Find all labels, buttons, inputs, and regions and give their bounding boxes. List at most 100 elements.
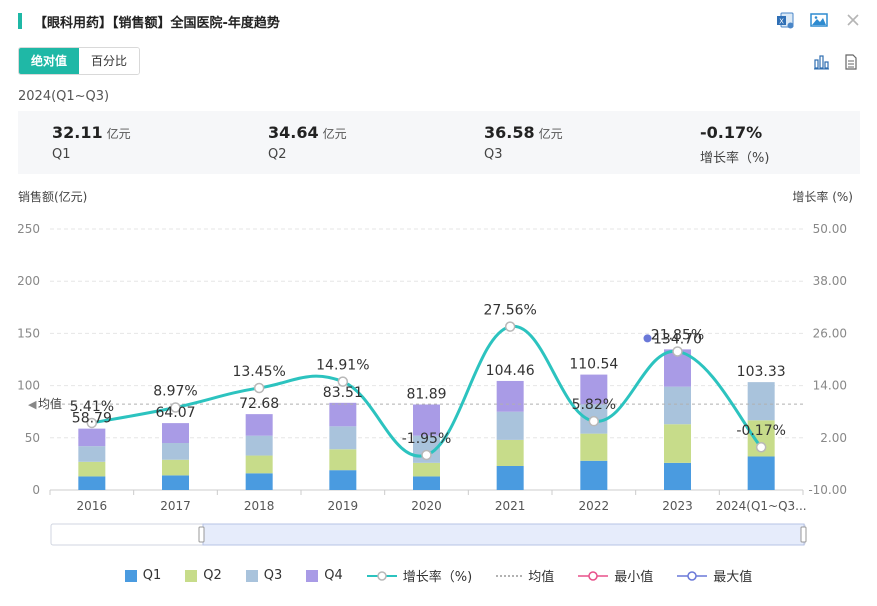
x-tick-label: 2020 [411,499,442,513]
left-tick-label: 100 [17,379,40,393]
x-tick-label: 2017 [160,499,191,513]
legend-min-marker [578,570,609,581]
right-axis-title: 增长率 (%) [792,190,853,204]
growth-point [86,417,98,429]
legend-q4-swatch [306,569,319,582]
left-tick-label: 150 [17,326,40,340]
legend-min[interactable]: 最小值 [578,566,653,585]
legend-min-label: 最小值 [614,570,654,585]
bar-q4 [496,380,524,412]
total-label: 104.46 [486,363,535,379]
growth-point [170,402,181,413]
x-tick-label: 2022 [579,499,610,513]
growth-label: -0.17% [736,423,786,439]
svg-text:X: X [779,18,784,26]
bar-q4 [245,414,273,436]
growth-point [504,321,516,332]
bar-q4 [329,402,357,427]
close-icon[interactable] [843,10,863,30]
left-tick-label: 50 [25,431,40,445]
summary-q1-label: Q1 [52,147,71,162]
total-label: 134.70 [653,331,702,347]
bar-q2 [329,449,357,471]
legend-q4-label: Q4 [324,568,343,583]
legend-q3[interactable]: Q3 [245,568,283,583]
right-tick-label: -10.00 [808,483,847,497]
total-label: 83.51 [323,385,363,401]
legend-q1-label: Q1 [142,568,162,583]
right-tick-label: 2.00 [820,431,847,445]
total-label: 103.33 [737,364,786,380]
legend-q3-label: Q3 [263,568,283,583]
legend-q1[interactable]: Q1 [124,568,162,583]
legend: Q1 Q2 Q3 Q4 增长率（%) 均值 最小值 最大值 [0,566,877,585]
total-label: 72.68 [239,396,279,412]
summary-growth-label: 增长率（%) [700,151,770,166]
growth-point [588,415,600,427]
legend-max-marker [677,570,708,581]
export-image-icon[interactable] [809,10,829,30]
growth-label: 13.45% [232,364,285,380]
legend-q1-swatch [124,569,137,582]
growth-label: 5.41% [70,399,114,415]
bar-q2 [580,433,608,461]
legend-growth-marker [366,570,397,581]
zoom-selection [202,523,805,546]
total-label: 64.07 [155,405,195,421]
bar-q3 [329,426,357,450]
summary-growth-value: -0.17% [700,123,763,142]
bar-q2 [413,462,440,477]
bar-q1 [329,470,357,490]
bar-q1 [413,476,440,490]
growth-point [253,382,265,394]
x-tick-label: 2016 [77,499,108,513]
average-pointer: ◀ [28,398,37,411]
growth-label: 5.82% [572,397,616,413]
left-tick-label: 0 [32,483,40,497]
summary-q2-unit: 亿元 [322,127,347,141]
page-title: 【眼科用药】【销售额】全国医院-年度趋势 [34,15,280,31]
bar-q1 [747,456,775,490]
legend-average-marker [496,574,523,577]
legend-q3-swatch [245,569,258,582]
table-view-icon[interactable] [841,52,861,72]
growth-label: -1.95% [402,431,452,447]
bar-q1 [245,473,273,490]
bar-chart-icon[interactable] [811,52,831,72]
summary-q3: 36.58 亿元 Q3 [484,123,563,162]
legend-max-label: 最大值 [713,570,753,585]
absolute-button[interactable]: 绝对值 [19,48,80,74]
percent-button[interactable]: 百分比 [79,48,140,74]
right-tick-label: 50.00 [813,222,847,236]
period-label: 2024(Q1~Q3) [18,89,110,104]
summary-q3-unit: 亿元 [538,127,563,141]
top-toolbar: X [775,10,863,30]
zoom-handle-left [198,526,205,543]
growth-point [337,376,349,387]
left-axis-title: 销售额(亿元) [18,190,88,204]
bar-q1 [496,465,524,490]
view-switch [811,52,861,72]
bar-q1 [580,460,608,490]
title-accent [18,13,22,29]
bar-q4 [580,374,608,405]
growth-point [755,441,767,453]
legend-average[interactable]: 均值 [496,566,554,585]
bar-q3 [162,443,189,460]
legend-growth[interactable]: 增长率（%) [366,566,472,585]
right-tick-label: 26.00 [813,326,847,340]
legend-q2[interactable]: Q2 [185,568,222,583]
export-excel-icon[interactable]: X [775,10,795,30]
bar-q4 [413,404,440,436]
growth-label: 21.85% [651,327,704,343]
growth-label: 27.56% [483,303,536,319]
legend-max[interactable]: 最大值 [677,566,752,585]
zoom-handle-right [800,526,807,543]
bar-q1 [162,475,189,490]
legend-q2-swatch [185,569,198,582]
legend-q4[interactable]: Q4 [306,568,343,583]
growth-label: 14.91% [316,358,369,374]
growth-label: 8.97% [153,383,197,399]
summary-q2-value: 34.64 [268,123,319,142]
